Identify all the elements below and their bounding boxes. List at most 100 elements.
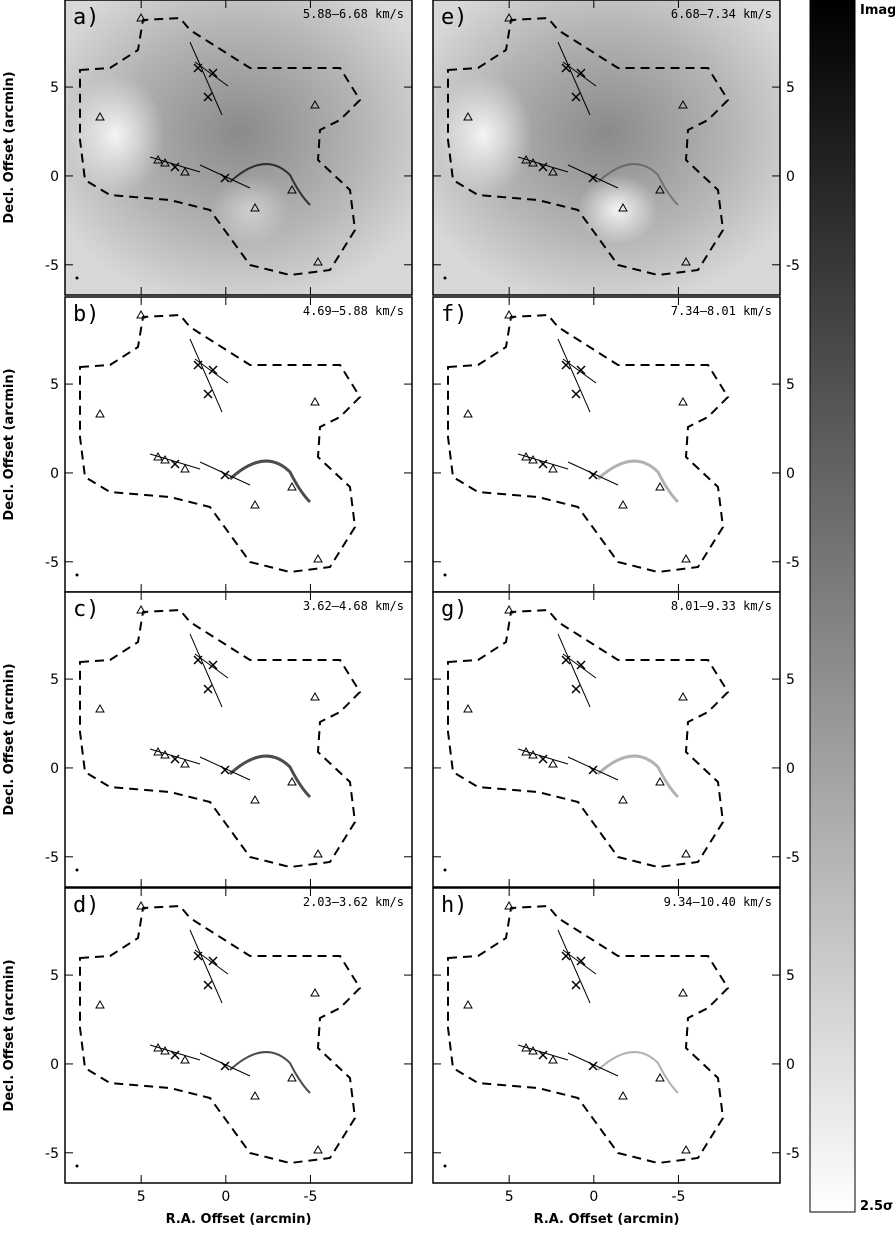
panel-bg xyxy=(65,888,412,1183)
triangle-marker xyxy=(548,758,558,768)
y-tick-label: -5 xyxy=(786,555,800,571)
y-tick-label: 0 xyxy=(786,761,795,777)
y-tick-label: 5 xyxy=(50,968,59,984)
cross-marker xyxy=(576,365,586,375)
y-tick-label: -5 xyxy=(45,555,59,571)
cross-marker xyxy=(561,951,571,961)
frame xyxy=(64,591,413,888)
cross-marker xyxy=(571,389,581,399)
velocity-range: 3.62–4.68 km/s xyxy=(303,599,404,613)
y-tick-label: 5 xyxy=(50,672,59,688)
cross-marker xyxy=(208,956,218,966)
frame xyxy=(64,887,413,1184)
bright-region xyxy=(210,175,290,245)
triangle-marker xyxy=(153,746,163,756)
panel-label: d) xyxy=(73,893,100,918)
triangle-marker xyxy=(250,499,260,509)
axis-line xyxy=(189,633,223,708)
triangle-marker xyxy=(153,1042,163,1052)
panel: c) 3.62–4.68 km/s -5 0 5 Decl. Offset (arcmin… xyxy=(2,591,413,888)
outline xyxy=(447,16,730,277)
cross-marker xyxy=(208,365,218,375)
axis-line xyxy=(517,748,569,765)
beam xyxy=(75,276,79,280)
triangle-marker xyxy=(548,463,558,473)
y-axis-label: Decl. Offset (arcmin) xyxy=(2,71,17,223)
axis-line xyxy=(149,748,201,765)
axis-line xyxy=(557,929,591,1004)
cross-marker xyxy=(170,459,180,469)
triangle-marker xyxy=(681,553,691,563)
triangle-marker xyxy=(153,154,163,164)
triangle-marker xyxy=(287,776,297,786)
axis-line xyxy=(517,1044,569,1061)
cross-marker xyxy=(203,980,213,990)
axis-line xyxy=(199,461,251,486)
triangle-marker xyxy=(463,408,473,418)
triangle-marker xyxy=(180,463,190,473)
axis-line xyxy=(189,338,223,413)
triangle-marker xyxy=(678,987,688,997)
filament xyxy=(228,459,312,504)
x-axis-label: R.A. Offset (arcmin) xyxy=(166,1212,312,1227)
cross-marker xyxy=(576,68,586,78)
axis-line xyxy=(149,453,201,470)
triangle-marker xyxy=(463,111,473,121)
cross-marker xyxy=(538,162,548,172)
panel-label: e) xyxy=(441,5,468,30)
panel-bg xyxy=(433,888,780,1183)
y-tick-label: 0 xyxy=(50,761,59,777)
cross-marker xyxy=(193,360,203,370)
outline xyxy=(79,16,362,277)
cross-marker xyxy=(576,660,586,670)
y-tick-label: -5 xyxy=(786,1146,800,1162)
axis-line xyxy=(567,164,619,189)
x-tick-label: 5 xyxy=(137,1189,146,1205)
y-tick-label: 0 xyxy=(786,169,795,185)
y-tick-label: -5 xyxy=(45,1146,59,1162)
triangle-marker xyxy=(618,794,628,804)
beam xyxy=(443,276,447,280)
cross-marker xyxy=(571,684,581,694)
panel: f) 7.34–8.01 km/s -5 0 5 xyxy=(432,296,800,593)
triangle-marker xyxy=(504,900,514,910)
axis-line xyxy=(199,164,251,189)
panel: a) 5.88–6.68 km/s -5 0 5 Decl. Offset (arcmin… xyxy=(2,0,413,296)
y-tick-label: 5 xyxy=(786,377,795,393)
cross-marker xyxy=(208,68,218,78)
triangle-marker xyxy=(548,1054,558,1064)
triangle-marker xyxy=(681,848,691,858)
triangle-marker xyxy=(250,1090,260,1100)
y-tick-label: -5 xyxy=(786,850,800,866)
triangle-marker xyxy=(136,900,146,910)
panel-label: c) xyxy=(73,597,100,622)
axis-line xyxy=(189,929,223,1004)
outline xyxy=(79,313,362,574)
triangle-marker xyxy=(313,1144,323,1154)
y-tick-label: 0 xyxy=(786,1057,795,1073)
y-tick-label: 0 xyxy=(50,1057,59,1073)
cross-marker xyxy=(571,92,581,102)
triangle-marker xyxy=(180,758,190,768)
triangle-marker xyxy=(655,184,665,194)
triangle-marker xyxy=(521,154,531,164)
triangle-marker xyxy=(310,396,320,406)
cross-marker xyxy=(538,754,548,764)
triangle-marker xyxy=(463,999,473,1009)
triangle-marker xyxy=(678,396,688,406)
filament xyxy=(596,754,680,799)
triangle-marker xyxy=(95,408,105,418)
cross-marker xyxy=(588,1061,598,1071)
velocity-range: 2.03–3.62 km/s xyxy=(303,895,404,909)
beam xyxy=(443,573,447,577)
y-tick-label: 5 xyxy=(786,968,795,984)
triangle-marker xyxy=(681,256,691,266)
colorbar xyxy=(809,0,856,1213)
triangle-marker xyxy=(681,1144,691,1154)
beam xyxy=(75,573,79,577)
beam xyxy=(443,1164,447,1168)
beam xyxy=(75,1164,79,1168)
cross-marker xyxy=(193,655,203,665)
cross-marker xyxy=(576,956,586,966)
x-tick-label: 0 xyxy=(589,1189,598,1205)
